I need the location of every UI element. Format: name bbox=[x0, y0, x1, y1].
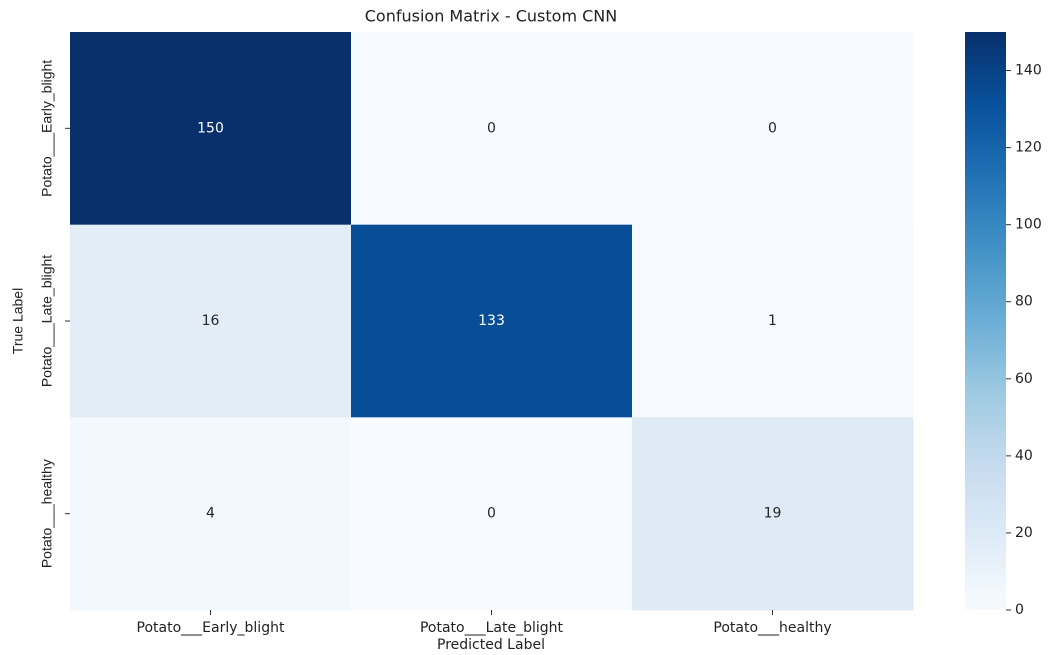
colorbar-tick-label: 120 bbox=[1015, 140, 1042, 156]
cell bbox=[351, 32, 633, 226]
cell bbox=[632, 32, 914, 226]
cell-label: 19 bbox=[764, 506, 782, 522]
colorbar-tick-label: 80 bbox=[1015, 294, 1033, 310]
chart-title: Confusion Matrix - Custom CNN bbox=[365, 7, 617, 26]
x-tick-label: Potato___Late_blight bbox=[420, 620, 564, 636]
y-tick-label: Potato___Early_blight bbox=[39, 60, 55, 197]
cell bbox=[70, 32, 352, 226]
cell-label: 150 bbox=[197, 120, 224, 136]
x-axis-label: Predicted Label bbox=[437, 637, 545, 653]
cell-label: 4 bbox=[206, 506, 215, 522]
cell-label: 16 bbox=[202, 313, 220, 329]
x-tick-label: Potato___Early_blight bbox=[137, 620, 285, 636]
colorbar-tick-label: 60 bbox=[1015, 371, 1033, 387]
x-tick-label: Potato___healthy bbox=[713, 620, 831, 636]
cell-label: 1 bbox=[768, 313, 777, 329]
cell bbox=[351, 224, 633, 418]
y-tick-label: Potato___healthy bbox=[39, 459, 55, 568]
y-axis-label: True Label bbox=[10, 288, 26, 354]
colorbar-tick-label: 40 bbox=[1015, 448, 1033, 464]
colorbar-tick-label: 20 bbox=[1015, 525, 1033, 541]
colorbar bbox=[965, 32, 1006, 610]
colorbar-tick-label: 0 bbox=[1015, 602, 1024, 618]
cell bbox=[632, 417, 914, 611]
cell-label: 133 bbox=[478, 313, 505, 329]
cell bbox=[351, 417, 633, 611]
cell bbox=[632, 224, 914, 418]
cell bbox=[70, 224, 352, 418]
y-tick-label: Potato___Late_blight bbox=[39, 255, 55, 387]
colorbar-tick-label: 140 bbox=[1015, 63, 1042, 79]
cell-label: 0 bbox=[768, 120, 777, 136]
colorbar-tick-label: 100 bbox=[1015, 217, 1042, 233]
cell-label: 0 bbox=[487, 506, 496, 522]
cell bbox=[70, 417, 352, 611]
cell-label: 0 bbox=[487, 120, 496, 136]
